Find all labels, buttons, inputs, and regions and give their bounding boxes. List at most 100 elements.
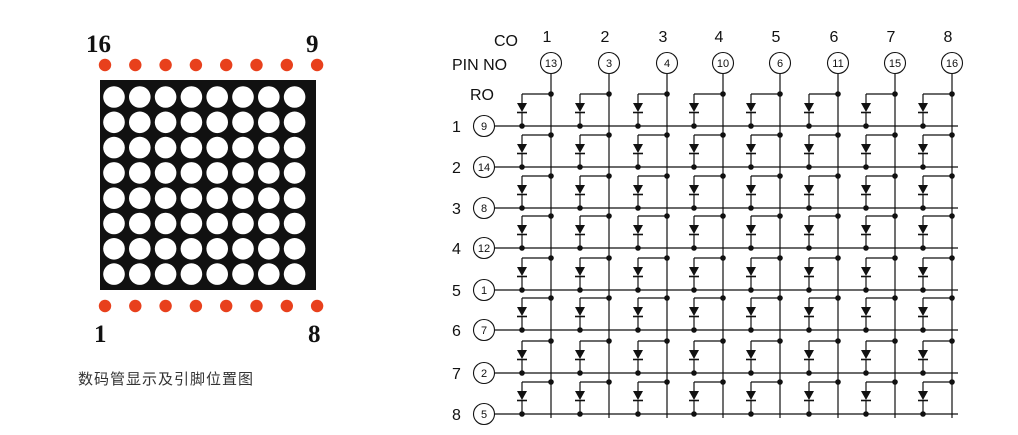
package-pin-bottom-5 <box>220 299 233 313</box>
led-dot <box>258 136 280 159</box>
package-pin-bottom-6 <box>250 299 263 313</box>
row-number-1: 1 <box>452 119 461 136</box>
package-pin-bottom-2 <box>129 299 142 313</box>
column-pin-circle <box>597 51 621 75</box>
diode-symbol <box>575 307 585 316</box>
led-dot <box>180 238 203 260</box>
column-number-7: 7 <box>887 29 896 46</box>
led-diode-cell <box>861 213 898 251</box>
led-diode-cell <box>861 173 898 211</box>
diode-symbol <box>861 144 871 153</box>
led-dot <box>103 136 125 159</box>
column-number-2: 2 <box>601 29 610 46</box>
led-dot <box>154 162 177 184</box>
led-dot <box>258 162 280 184</box>
led-diode-cell <box>918 338 955 376</box>
led-dot <box>154 86 177 108</box>
diode-symbol <box>861 350 871 359</box>
led-diode-cell <box>918 91 955 129</box>
led-diode-cell <box>918 255 955 293</box>
diode-symbol <box>861 307 871 316</box>
row-pin-number: 5 <box>481 409 487 421</box>
bottom-pin-row <box>98 299 324 313</box>
led-dot <box>129 136 151 159</box>
led-diode-cell <box>861 338 898 376</box>
ro-label: RO <box>470 87 494 104</box>
led-diode-cell <box>746 173 783 211</box>
diode-symbol <box>918 225 928 234</box>
diode-symbol <box>918 185 928 194</box>
led-dot <box>232 212 254 235</box>
diode-symbol <box>746 103 756 112</box>
led-dot <box>258 187 280 209</box>
led-diode-cell <box>804 91 841 129</box>
led-dot <box>206 263 228 285</box>
led-diode-cell <box>633 338 670 376</box>
led-dot <box>258 111 280 134</box>
schematic-wiring <box>495 74 958 418</box>
led-dot <box>154 136 177 159</box>
diode-symbol <box>804 225 814 234</box>
package-pin-bottom-7 <box>280 299 293 313</box>
led-diode-cell <box>633 295 670 333</box>
row-pin-number: 7 <box>481 325 487 337</box>
diode-symbol <box>804 391 814 400</box>
package-pin-top-13 <box>189 58 203 72</box>
led-diode-cell <box>575 295 612 333</box>
led-diode-cell <box>517 132 554 170</box>
led-dot <box>129 162 151 184</box>
column-pin-circle <box>768 51 792 75</box>
pin-label-1: 1 <box>94 321 107 348</box>
led-diode-cell <box>804 255 841 293</box>
column-pin-circle <box>826 51 850 75</box>
diode-symbol <box>633 225 643 234</box>
led-dot <box>129 212 151 235</box>
led-dot <box>103 111 125 134</box>
diode-symbol <box>633 307 643 316</box>
package-pin-bottom-8 <box>310 299 324 313</box>
led-dot <box>232 238 254 260</box>
diode-symbol <box>517 103 527 112</box>
row-pin-circle <box>472 196 496 220</box>
led-diode-cell <box>517 91 554 129</box>
diode-symbol <box>689 225 699 234</box>
led-grid <box>103 86 306 285</box>
led-diode-cell <box>861 91 898 129</box>
column-pin-circle <box>883 51 907 75</box>
row-pin-number: 12 <box>478 243 490 255</box>
led-diode-cell <box>918 379 955 417</box>
led-dot <box>154 111 177 134</box>
led-dot <box>283 111 306 134</box>
column-pin-number: 15 <box>889 58 901 70</box>
diode-symbol <box>746 225 756 234</box>
led-diode-cell <box>918 173 955 211</box>
diode-symbol <box>517 185 527 194</box>
row-pin-circle <box>472 155 496 179</box>
diode-symbol <box>746 391 756 400</box>
diode-symbol <box>689 267 699 276</box>
pin-label-9: 9 <box>306 31 319 58</box>
led-dot <box>206 86 228 108</box>
led-dot <box>283 162 306 184</box>
diode-symbol <box>918 267 928 276</box>
row-pin-circle <box>472 114 496 138</box>
led-dot <box>206 111 228 134</box>
led-dot <box>180 136 203 159</box>
column-pin-circle <box>539 51 563 75</box>
package-pin-top-12 <box>220 58 233 72</box>
led-dot <box>129 86 151 108</box>
led-diode-cell <box>918 213 955 251</box>
diode-symbol <box>746 185 756 194</box>
led-diode-cell <box>918 132 955 170</box>
led-diode-cell <box>633 255 670 293</box>
led-dot <box>232 86 254 108</box>
led-diode-cell <box>575 132 612 170</box>
package-pin-bottom-1 <box>98 299 112 313</box>
row-number-4: 4 <box>452 241 461 258</box>
diode-symbol <box>517 225 527 234</box>
co-label: CO <box>494 33 518 50</box>
row-pin-circle <box>472 278 496 302</box>
row-pin-circle <box>472 402 496 426</box>
led-diode-cell <box>689 173 726 211</box>
